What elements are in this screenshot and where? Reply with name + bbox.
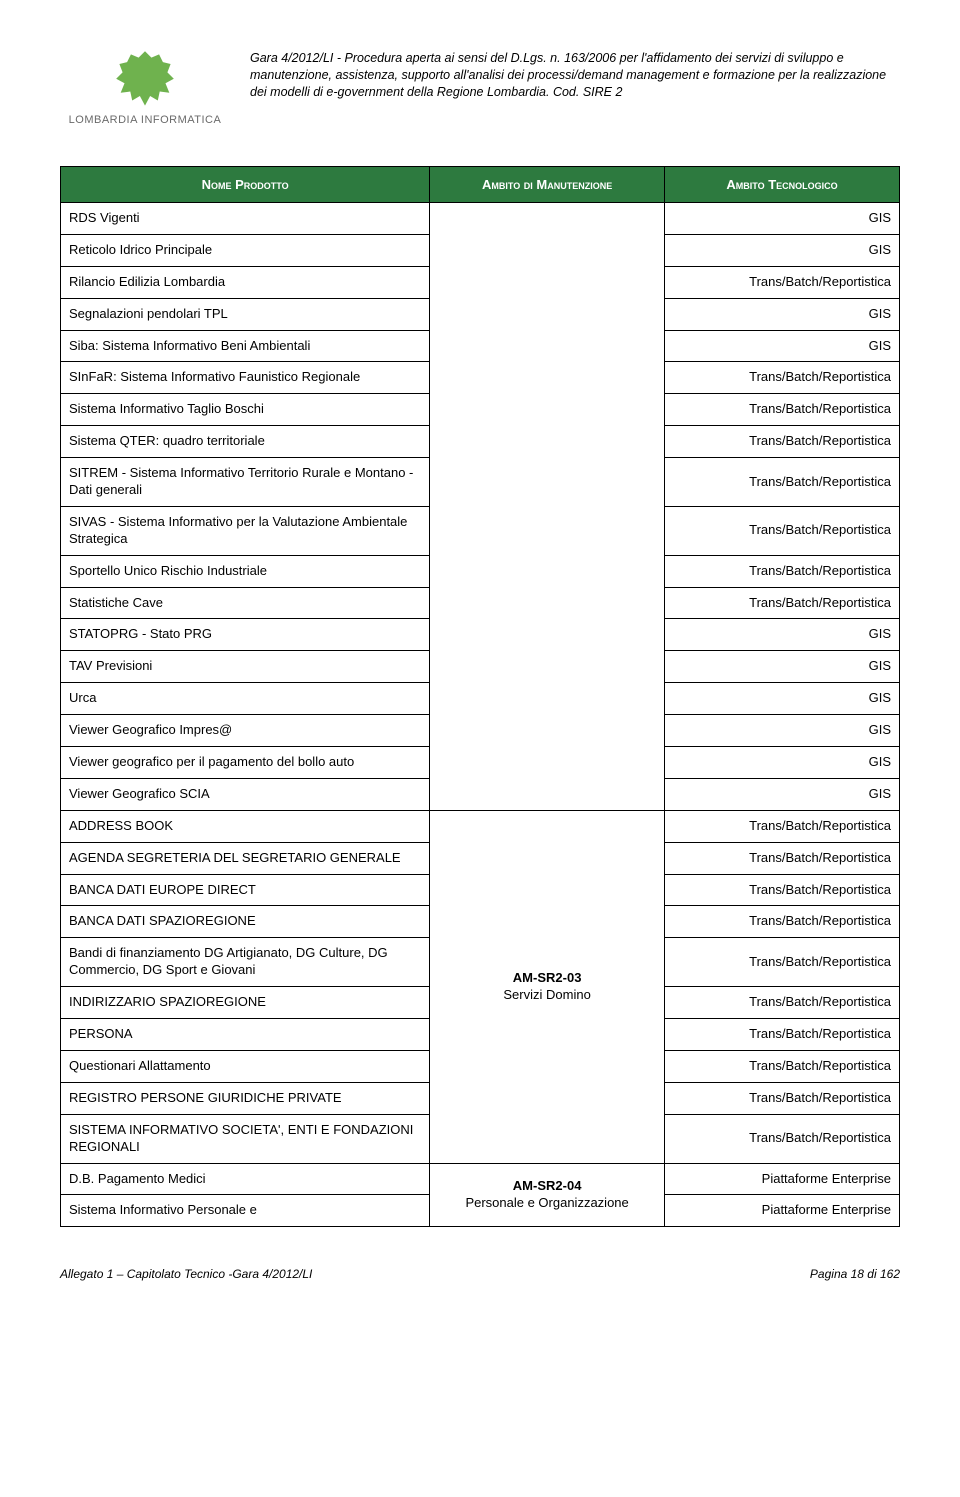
cell-prodotto: Siba: Sistema Informativo Beni Ambiental… [61,330,430,362]
cell-prodotto: Urca [61,683,430,715]
cell-tecnologico: Trans/Batch/Reportistica [665,987,900,1019]
cell-tecnologico: GIS [665,747,900,779]
col-header-prodotto: Nome Prodotto [61,167,430,203]
cell-tecnologico: GIS [665,778,900,810]
table-row: RDS Vigenti GIS [61,203,900,235]
cell-prodotto: Viewer Geografico Impres@ [61,715,430,747]
cell-tecnologico: Trans/Batch/Reportistica [665,1114,900,1163]
cell-tecnologico: Trans/Batch/Reportistica [665,426,900,458]
cell-tecnologico: Trans/Batch/Reportistica [665,938,900,987]
page-footer: Allegato 1 – Capitolato Tecnico -Gara 4/… [60,1267,900,1281]
page-header: LOMBARDIA INFORMATICA Gara 4/2012/LI - P… [60,48,900,126]
cell-prodotto: SInFaR: Sistema Informativo Faunistico R… [61,362,430,394]
cell-tecnologico: Piattaforme Enterprise [665,1163,900,1195]
cell-prodotto: AGENDA SEGRETERIA DEL SEGRETARIO GENERAL… [61,842,430,874]
table-row: D.B. Pagamento MediciAM-SR2-04Personale … [61,1163,900,1195]
cell-tecnologico: GIS [665,330,900,362]
cell-ambito: AM-SR2-04Personale e Organizzazione [430,1163,665,1227]
cell-tecnologico: GIS [665,203,900,235]
footer-right: Pagina 18 di 162 [810,1267,900,1281]
cell-tecnologico: Trans/Batch/Reportistica [665,906,900,938]
cell-prodotto: Rilancio Edilizia Lombardia [61,266,430,298]
cell-prodotto: Sistema Informativo Personale e [61,1195,430,1227]
cell-prodotto: SISTEMA INFORMATIVO SOCIETA', ENTI E FON… [61,1114,430,1163]
cell-tecnologico: Trans/Batch/Reportistica [665,842,900,874]
col-header-ambito: Ambito di Manutenzione [430,167,665,203]
cell-tecnologico: GIS [665,234,900,266]
cell-tecnologico: Trans/Batch/Reportistica [665,874,900,906]
cell-tecnologico: Trans/Batch/Reportistica [665,266,900,298]
cell-tecnologico: Trans/Batch/Reportistica [665,1082,900,1114]
cell-prodotto: RDS Vigenti [61,203,430,235]
cell-tecnologico: Trans/Batch/Reportistica [665,1019,900,1051]
cell-tecnologico: GIS [665,715,900,747]
cell-tecnologico: Trans/Batch/Reportistica [665,394,900,426]
cell-prodotto: Viewer geografico per il pagamento del b… [61,747,430,779]
cell-tecnologico: GIS [665,651,900,683]
cell-prodotto: SIVAS - Sistema Informativo per la Valut… [61,506,430,555]
products-table: Nome Prodotto Ambito di Manutenzione Amb… [60,166,900,1227]
cell-tecnologico: Trans/Batch/Reportistica [665,506,900,555]
cell-prodotto: INDIRIZZARIO SPAZIOREGIONE [61,987,430,1019]
cell-tecnologico: GIS [665,298,900,330]
logo-block: LOMBARDIA INFORMATICA [60,48,230,126]
table-row: ADDRESS BOOKAM-SR2-03Servizi DominoTrans… [61,810,900,842]
cell-prodotto: Questionari Allattamento [61,1050,430,1082]
cell-prodotto: Reticolo Idrico Principale [61,234,430,266]
cell-prodotto: ADDRESS BOOK [61,810,430,842]
cell-tecnologico: Trans/Batch/Reportistica [665,555,900,587]
cell-prodotto: Viewer Geografico SCIA [61,778,430,810]
cell-prodotto: STATOPRG - Stato PRG [61,619,430,651]
cell-prodotto: TAV Previsioni [61,651,430,683]
cell-tecnologico: Trans/Batch/Reportistica [665,458,900,507]
cell-tecnologico: GIS [665,619,900,651]
cell-prodotto: PERSONA [61,1019,430,1051]
cell-tecnologico: Trans/Batch/Reportistica [665,810,900,842]
cell-prodotto: Segnalazioni pendolari TPL [61,298,430,330]
lombardia-logo-icon [113,48,177,112]
cell-prodotto: Statistiche Cave [61,587,430,619]
footer-left: Allegato 1 – Capitolato Tecnico -Gara 4/… [60,1267,312,1281]
page: LOMBARDIA INFORMATICA Gara 4/2012/LI - P… [0,0,960,1497]
table-body: RDS Vigenti GIS Reticolo Idrico Principale… [61,203,900,1227]
cell-ambito: AM-SR2-03Servizi Domino [430,810,665,1163]
cell-prodotto: Sportello Unico Rischio Industriale [61,555,430,587]
header-description: Gara 4/2012/LI - Procedura aperta ai sen… [250,48,900,101]
cell-tecnologico: Trans/Batch/Reportistica [665,1050,900,1082]
cell-ambito [430,203,665,811]
table-header-row: Nome Prodotto Ambito di Manutenzione Amb… [61,167,900,203]
cell-tecnologico: GIS [665,683,900,715]
cell-prodotto: Bandi di finanziamento DG Artigianato, D… [61,938,430,987]
cell-prodotto: D.B. Pagamento Medici [61,1163,430,1195]
cell-prodotto: Sistema QTER: quadro territoriale [61,426,430,458]
logo-text: LOMBARDIA INFORMATICA [69,114,222,126]
cell-prodotto: Sistema Informativo Taglio Boschi [61,394,430,426]
cell-prodotto: REGISTRO PERSONE GIURIDICHE PRIVATE [61,1082,430,1114]
cell-prodotto: BANCA DATI SPAZIOREGIONE [61,906,430,938]
cell-prodotto: BANCA DATI EUROPE DIRECT [61,874,430,906]
cell-tecnologico: Trans/Batch/Reportistica [665,362,900,394]
col-header-tecnologico: Ambito Tecnologico [665,167,900,203]
cell-tecnologico: Piattaforme Enterprise [665,1195,900,1227]
cell-tecnologico: Trans/Batch/Reportistica [665,587,900,619]
cell-prodotto: SITREM - Sistema Informativo Territorio … [61,458,430,507]
